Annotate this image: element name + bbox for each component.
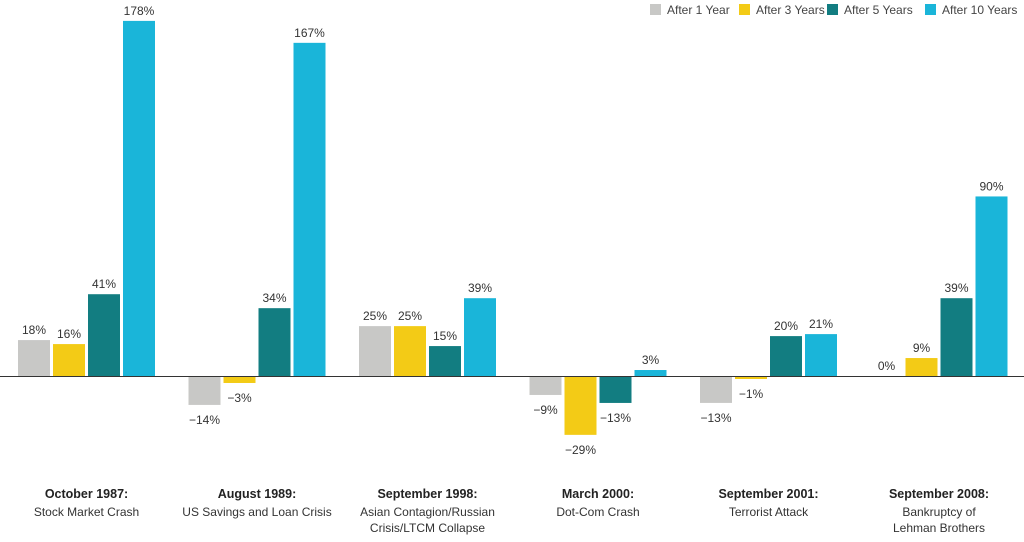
bar-3-series-2: [394, 326, 426, 376]
legend-label-2: After 3 Years: [756, 3, 825, 17]
bar-5-series-1: [700, 377, 732, 403]
bar-2-series-3: [258, 308, 291, 376]
value-label-1-1: 18%: [22, 323, 46, 337]
category-subtitle-2-1: US Savings and Loan Crisis: [182, 505, 331, 519]
category-title-6: September 2008:: [889, 487, 989, 501]
category-title-1: October 1987:: [45, 487, 128, 501]
value-label-1-2: 16%: [57, 327, 81, 341]
bar-6-series-3: [940, 298, 973, 376]
bar-1-series-4: [123, 20, 155, 376]
bar-1-series-2: [53, 344, 85, 376]
value-label-3-2: 25%: [398, 309, 422, 323]
value-label-4-3: −13%: [600, 411, 631, 425]
value-label-6-3: 39%: [944, 281, 968, 295]
value-label-6-4: 90%: [979, 179, 1003, 193]
bar-2-series-4: [293, 42, 326, 377]
value-label-3-4: 39%: [468, 281, 492, 295]
category-subtitle-3-2: Crisis/LTCM Collapse: [370, 521, 485, 535]
legend-swatch-4: [925, 4, 936, 15]
bar-3-series-4: [464, 298, 496, 376]
bar-4-series-4: [634, 370, 667, 376]
value-label-4-2: −29%: [565, 443, 596, 457]
value-label-6-1: 0%: [878, 359, 896, 373]
value-label-5-4: 21%: [809, 317, 833, 331]
bar-2-series-1: [188, 377, 221, 405]
value-label-3-3: 15%: [433, 329, 457, 343]
legend-label-1: After 1 Year: [667, 3, 730, 17]
value-label-2-3: 34%: [262, 291, 286, 305]
bar-2-series-2: [223, 377, 256, 383]
legend-label-4: After 10 Years: [942, 3, 1017, 17]
legend-label-3: After 5 Years: [844, 3, 913, 17]
category-title-3: September 1998:: [377, 487, 477, 501]
legend-swatch-3: [827, 4, 838, 15]
category-labels: October 1987: Stock Market Crash August 19…: [34, 487, 989, 535]
value-label-2-4: 167%: [294, 26, 325, 40]
category-subtitle-3-1: Asian Contagion/Russian: [360, 505, 495, 519]
bar-1-series-1: [18, 340, 50, 376]
legend: After 1 Year After 3 Years After 5 Years Af…: [650, 3, 1017, 17]
category-subtitle-4-1: Dot-Com Crash: [556, 505, 639, 519]
category-subtitle-1-1: Stock Market Crash: [34, 505, 139, 519]
bar-6-series-2: [905, 358, 938, 376]
bars: [18, 20, 1008, 435]
category-title-2: August 1989:: [218, 487, 297, 501]
bar-3-series-3: [429, 346, 461, 376]
category-title-5: September 2001:: [718, 487, 818, 501]
category-subtitle-6-1: Bankruptcy of: [902, 505, 976, 519]
value-label-6-2: 9%: [913, 341, 931, 355]
value-label-4-4: 3%: [642, 353, 660, 367]
bar-4-series-1: [529, 377, 562, 395]
value-label-3-1: 25%: [363, 309, 387, 323]
category-title-4: March 2000:: [562, 487, 634, 501]
bar-5-series-2: [735, 377, 767, 379]
value-label-1-4: 178%: [124, 4, 155, 18]
value-labels: 18% 16% 41% 178% −14% −3% 34% 167% 25% 25% 15% 39% −…: [22, 4, 1004, 457]
value-label-4-1: −9%: [533, 403, 558, 417]
bar-3-series-1: [359, 326, 391, 376]
value-label-2-1: −14%: [189, 413, 220, 427]
bar-4-series-2: [564, 377, 597, 435]
category-subtitle-5-1: Terrorist Attack: [729, 505, 809, 519]
bar-5-series-3: [770, 336, 802, 376]
bar-6-series-4: [975, 196, 1008, 376]
bar-5-series-4: [805, 334, 837, 376]
legend-swatch-2: [739, 4, 750, 15]
value-label-5-2: −1%: [739, 387, 764, 401]
category-subtitle-6-2: Lehman Brothers: [893, 521, 985, 535]
bar-1-series-3: [88, 294, 120, 376]
legend-swatch-1: [650, 4, 661, 15]
value-label-5-1: −13%: [700, 411, 731, 425]
value-label-2-2: −3%: [227, 391, 252, 405]
value-label-1-3: 41%: [92, 277, 116, 291]
bar-4-series-3: [599, 377, 632, 403]
value-label-5-3: 20%: [774, 319, 798, 333]
